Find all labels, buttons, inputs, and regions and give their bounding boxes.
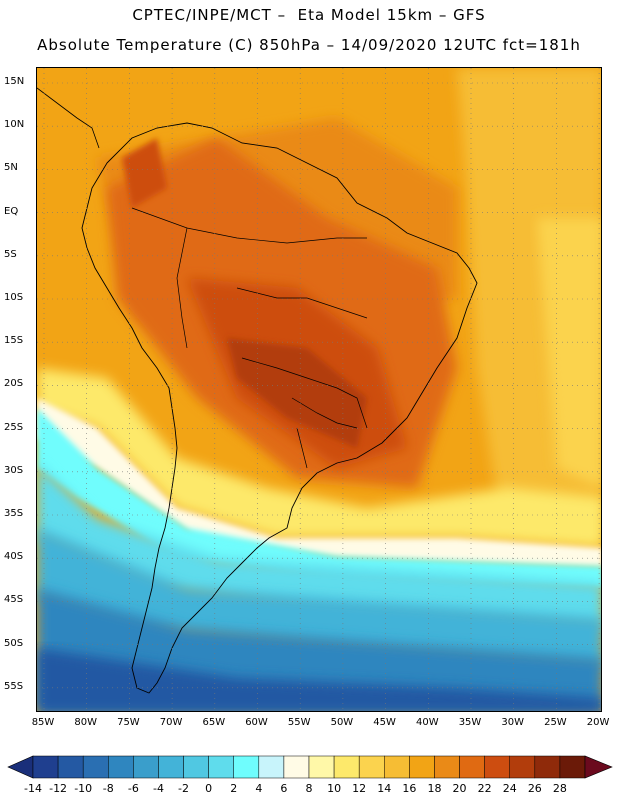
lat-label: 50S: [4, 637, 24, 649]
lat-label: 40S: [4, 551, 24, 563]
lat-label: 35S: [4, 508, 24, 519]
colorbar-tick-label: -8: [102, 782, 114, 795]
lon-label: 30W: [501, 717, 524, 728]
title-line-2: Absolute Temperature (C) 850hPa – 14/09/…: [37, 36, 581, 54]
lon-label: 75W: [117, 717, 140, 728]
lon-label: 20W: [586, 717, 610, 728]
colorbar-tick-label: 12: [352, 782, 367, 795]
lon-label: 65W: [202, 717, 226, 728]
colorbar-swatch: [158, 755, 184, 779]
colorbar-tick-label: -6: [127, 782, 139, 795]
colorbar-tick-label: 26: [527, 782, 542, 795]
colorbar-swatch: [82, 755, 109, 779]
colorbar-tick-label: 2: [230, 782, 238, 795]
colorbar-swatch: [208, 755, 234, 779]
lon-label: 45W: [373, 717, 396, 728]
colorbar-swatch: [233, 755, 260, 779]
colorbar: [7, 755, 613, 779]
colorbar-tick-label: 22: [477, 782, 492, 795]
lat-label: 20S: [4, 378, 24, 390]
colorbar-tick-label: 20: [452, 782, 467, 795]
colorbar-tick-label: -2: [178, 782, 190, 795]
lon-label: 70W: [159, 717, 183, 728]
colorbar-tick-label: 14: [377, 782, 392, 795]
country-borders: [131, 207, 368, 469]
colorbar-tick-label: 6: [280, 782, 288, 795]
colorbar-swatch: [183, 755, 209, 779]
colorbar-swatch: [32, 755, 59, 779]
colorbar-right-arrow: [584, 755, 613, 779]
field-cyan-band: [37, 408, 601, 588]
field-deepest-blue: [37, 648, 601, 711]
lat-label: EQ: [4, 205, 19, 217]
lat-label: 15S: [4, 335, 24, 347]
colorbar-swatch: [459, 755, 485, 779]
field-mid-blue: [37, 528, 601, 668]
lon-label: 35W: [458, 717, 482, 728]
colorbar-tick-label: -14: [24, 782, 42, 795]
central-america-coastline: [37, 87, 100, 149]
lon-label: 50W: [330, 717, 354, 728]
colorbar-swatch: [283, 755, 310, 779]
colorbar-tick-label: 28: [552, 782, 567, 795]
south-america-coastline: [81, 122, 478, 694]
lat-label: 45S: [4, 594, 24, 606]
colorbar-tick-label: 10: [327, 782, 342, 795]
colorbar-swatch: [534, 755, 561, 779]
lat-label: 5N: [4, 162, 18, 174]
field-cream-band: [37, 398, 601, 568]
lat-label: 30S: [4, 464, 24, 476]
temperature-map: [36, 67, 602, 712]
colorbar-swatch: [258, 755, 285, 779]
lat-label: 15N: [4, 76, 25, 87]
colorbar-swatch: [133, 755, 159, 779]
lat-label: 10S: [4, 292, 24, 303]
colorbar-tick-label: 4: [255, 782, 263, 795]
lon-label: 60W: [245, 717, 268, 728]
colorbar-tick-label: -12: [49, 782, 68, 795]
title-line-1: CPTEC/INPE/MCT – Eta Model 15km – GFS: [132, 6, 486, 24]
lon-label: 40W: [415, 717, 439, 728]
colorbar-tick-label: 8: [305, 782, 313, 795]
temperature-field: [37, 68, 601, 711]
lat-label: 10N: [4, 119, 25, 131]
lat-label: 25S: [4, 421, 24, 433]
colorbar-tick-label: 16: [402, 782, 417, 795]
colorbar-swatch: [409, 755, 435, 779]
colorbar-tick-label: 18: [427, 782, 442, 795]
colorbar-swatch: [434, 755, 460, 779]
colorbar-swatch: [333, 755, 360, 779]
lon-label: 80W: [74, 717, 97, 728]
colorbar-swatch: [358, 755, 385, 779]
colorbar-swatch: [108, 755, 134, 779]
colorbar-swatch: [559, 755, 586, 779]
field-yellow-band: [37, 368, 601, 548]
colorbar-swatch: [484, 755, 510, 779]
colorbar-tick-label: -4: [152, 782, 164, 795]
colorbar-swatch: [308, 755, 335, 779]
lon-label: 55W: [287, 717, 311, 728]
colorbar-tick-label: -10: [74, 782, 93, 795]
colorbar-tick-label: 0: [205, 782, 213, 795]
lon-label: 25W: [544, 717, 567, 728]
colorbar-swatch: [384, 755, 410, 779]
colorbar-swatch: [509, 755, 536, 779]
lat-label: 5S: [4, 248, 17, 260]
colorbar-swatch: [57, 755, 84, 779]
lon-label: 85W: [31, 717, 55, 728]
colorbar-left-arrow: [7, 755, 34, 779]
field-east-ocean-2: [537, 218, 601, 488]
lat-label: 55S: [4, 680, 24, 692]
field-andes-north: [122, 138, 167, 208]
colorbar-tick-label: 24: [502, 782, 517, 795]
